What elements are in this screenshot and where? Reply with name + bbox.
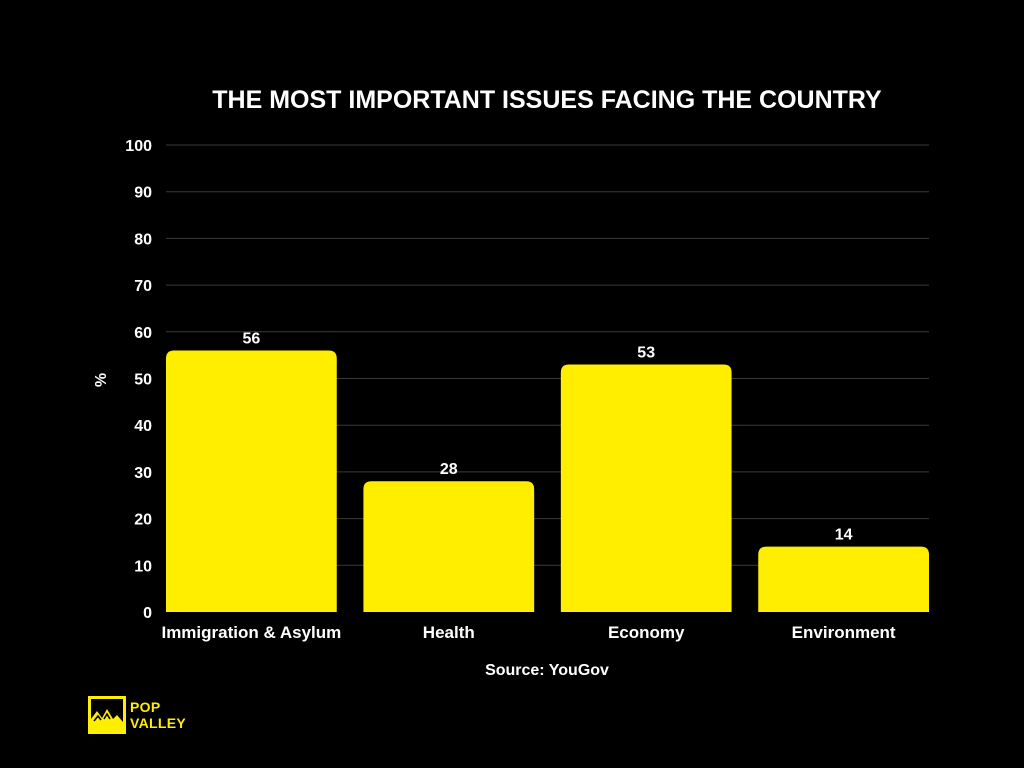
y-tick-label: 70 [134, 278, 152, 295]
y-tick-label: 40 [134, 418, 152, 435]
bar [758, 546, 929, 612]
y-tick-label: 20 [134, 512, 152, 529]
x-tick-label: Health [423, 623, 475, 642]
data-labels: 56 28 53 14 [242, 330, 852, 543]
data-label: 56 [242, 330, 260, 347]
y-tick-label: 30 [134, 465, 152, 482]
x-tick-label: Environment [792, 623, 896, 642]
source-note: Source: YouGov [485, 662, 609, 679]
x-tick-label: Immigration & Asylum [161, 623, 341, 642]
y-axis-label: % [93, 372, 110, 388]
data-label: 53 [637, 344, 655, 361]
logo-text: POP VALLEY [130, 699, 186, 731]
y-tick-label: 100 [125, 138, 152, 155]
bar [363, 481, 535, 612]
logo-line-2: VALLEY [130, 715, 186, 731]
y-tick-label: 50 [134, 372, 152, 389]
x-tick-label: Economy [608, 623, 685, 642]
x-axis-ticks: Immigration & Asylum Health Economy Environ… [161, 623, 895, 642]
bar [560, 364, 732, 612]
data-label: 28 [440, 461, 458, 478]
y-tick-label: 60 [134, 325, 152, 342]
chart-title: THE MOST IMPORTANT ISSUES FACING THE COU… [212, 86, 882, 114]
logo-line-1: POP [130, 699, 161, 715]
brand-logo: POP VALLEY [88, 694, 186, 736]
bars [166, 350, 929, 612]
y-tick-label: 10 [134, 558, 152, 575]
data-label: 14 [835, 527, 853, 544]
y-tick-label: 80 [134, 231, 152, 248]
y-axis-ticks: 0 10 20 30 40 50 60 70 80 90 100 [125, 138, 152, 622]
mountain-icon [88, 696, 126, 734]
bar [166, 350, 337, 612]
y-tick-label: 0 [143, 605, 152, 622]
y-tick-label: 90 [134, 185, 152, 202]
